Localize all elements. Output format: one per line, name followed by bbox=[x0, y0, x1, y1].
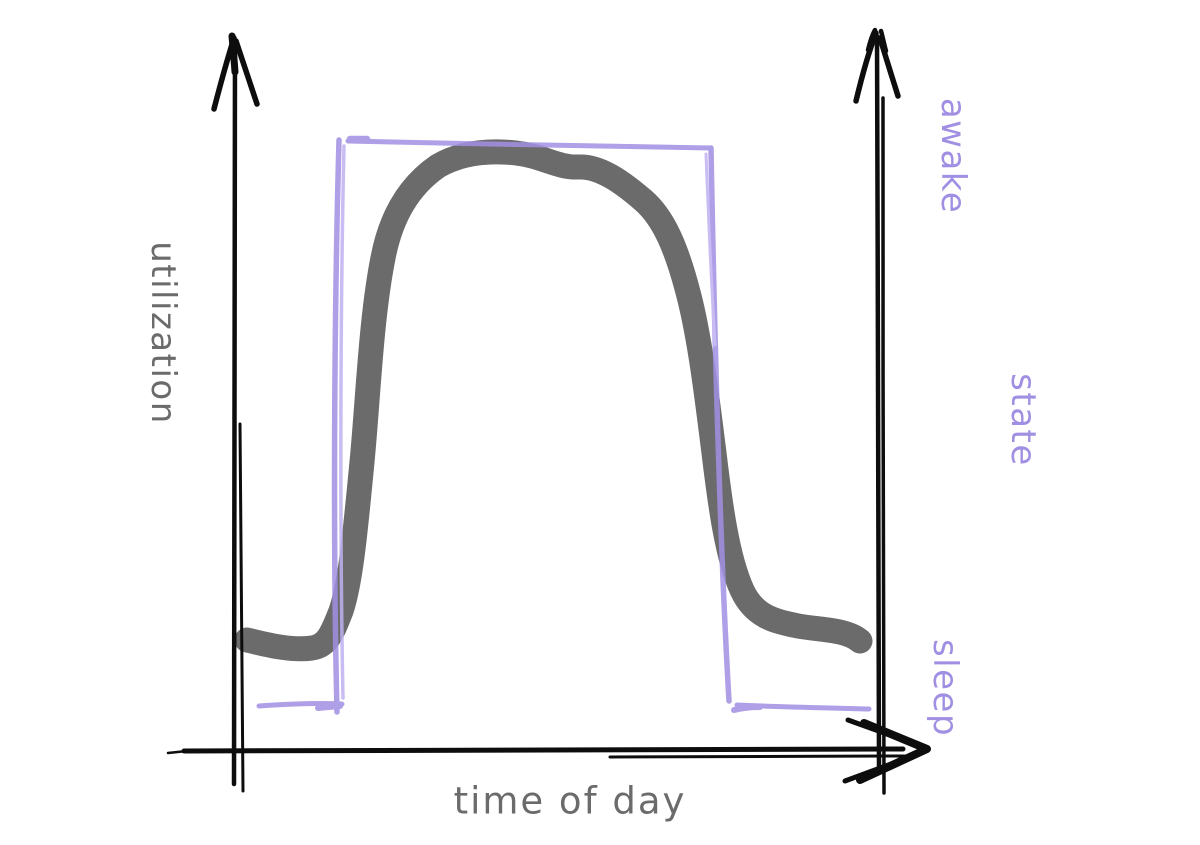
y-axis-right-tick-awake: awake bbox=[933, 97, 973, 215]
y-axis-left-arrowhead-icon bbox=[228, 32, 239, 76]
y-axis-right-double-stroke bbox=[881, 96, 886, 795]
y-axis-right bbox=[874, 33, 882, 773]
state-wave-rising-edge bbox=[331, 137, 342, 715]
y-axis-right-arrowhead-icon bbox=[853, 30, 879, 104]
y-axis-right-arrowhead-icon bbox=[878, 28, 889, 54]
state-wave-falling-edge bbox=[708, 145, 732, 704]
y-axis-left bbox=[231, 37, 238, 787]
x-axis-label: time of day bbox=[453, 779, 687, 823]
y-axis-left-arrowhead-icon bbox=[238, 50, 257, 101]
x-axis-arrowhead-icon bbox=[845, 717, 915, 746]
x-axis-arrowhead-icon bbox=[842, 754, 913, 784]
x-axis bbox=[181, 746, 906, 754]
utilization-curve bbox=[234, 139, 873, 662]
state-wave-falling-edge-highlight bbox=[704, 152, 717, 347]
y-axis-right-label: state bbox=[1003, 373, 1043, 467]
y-axis-right-arrowhead-icon bbox=[865, 27, 878, 53]
y-axis-left-double-stroke bbox=[238, 422, 245, 793]
state-wave-awake-top bbox=[345, 138, 714, 151]
x-axis-double-stroke bbox=[608, 754, 909, 759]
state-wave-rising-edge-highlight bbox=[339, 144, 346, 700]
x-axis-lead-stroke bbox=[166, 749, 189, 755]
state-wave-sleep-right-blob bbox=[731, 704, 763, 713]
y-axis-left-label: utilization bbox=[143, 241, 183, 425]
y-axis-right-arrowhead-icon bbox=[877, 35, 901, 99]
y-axis-right-tick-sleep: sleep bbox=[925, 638, 965, 738]
